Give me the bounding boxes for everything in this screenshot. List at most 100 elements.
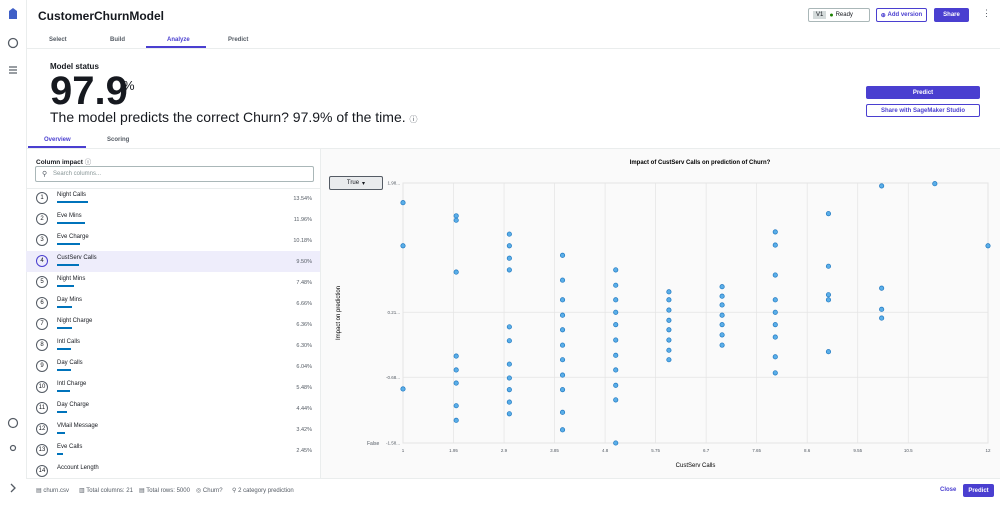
rank: 4 [36,255,48,267]
search-box[interactable]: ⚲ Search columns... [35,166,314,182]
column-row[interactable]: 8 Intl Calls 6.30% [26,335,320,356]
point [559,297,566,303]
menu-dots[interactable]: ⋮ [982,8,991,18]
search-icon: ⚲ [42,171,48,178]
point [666,327,672,333]
column-row[interactable]: 5 Night Mins 7.48% [26,272,320,293]
column-row[interactable]: 3 Eve Charge 10.18% [26,230,320,251]
list-icon[interactable] [9,66,17,74]
footer-target: ◎ Churn? [196,488,223,494]
column-row[interactable]: 2 Eve Mins 11.96% [26,209,320,230]
impact-label: 9.50% [296,259,312,265]
home-icon[interactable] [7,37,19,49]
accuracy-unit: % [123,78,135,93]
column-row[interactable]: 12 VMail Message 3.42% [26,419,320,440]
rank: 11 [36,402,48,414]
x-tick-label: 1.95 [449,448,458,453]
impact-bar [57,432,65,434]
point [772,322,778,328]
impact-label: 4.44% [296,406,312,412]
false-label: False [367,441,379,447]
class-select[interactable]: True ▾ [329,176,383,190]
impact-label: 6.66% [296,301,312,307]
point [506,399,512,405]
column-row[interactable]: 13 Eve Calls 2.45% [26,440,320,461]
column-row[interactable]: 9 Day Calls 6.04% [26,356,320,377]
tab[interactable]: Predict [228,37,249,43]
point [559,327,566,333]
close-button[interactable]: Close [940,487,957,493]
point [613,367,619,373]
impact-bar [57,327,72,329]
point [825,211,832,217]
add-version-button[interactable]: ⊕ Add version [876,8,927,22]
column-row[interactable]: 10 Intl Charge 5.48% [26,377,320,398]
info-icon[interactable]: ⓘ [84,159,92,166]
version-select[interactable]: V1 ● Ready [808,8,870,22]
impact-bar [57,369,71,371]
status-label: Ready [835,12,853,18]
expand-icon[interactable] [10,483,16,493]
x-tick-label: 7.65 [752,448,761,453]
column-impact-label: Column impact [36,159,83,166]
point [879,285,885,291]
list-divider [26,188,320,189]
share-button[interactable]: Share [934,8,969,22]
column-name: Eve Calls [57,444,83,450]
rank: 1 [36,192,48,204]
user-icon[interactable] [9,444,17,452]
target-column: Churn? [202,488,223,494]
point [666,307,672,313]
point [985,243,991,249]
point [825,349,832,355]
predict-button[interactable]: Predict [866,86,980,99]
point [506,361,512,367]
column-name: Night Mins [57,276,86,282]
point [506,231,512,237]
column-row[interactable]: 14 Account Length [26,461,320,482]
point [825,297,832,303]
footer-rows: ▤ Total rows: 5000 [139,488,190,494]
sub-tab[interactable]: Scoring [107,137,130,143]
tab[interactable]: Analyze [167,37,190,43]
column-row[interactable]: 11 Day Charge 4.44% [26,398,320,419]
x-tick-label: 12 [985,448,991,453]
point [879,183,885,189]
panel-divider [320,148,321,478]
rank: 13 [36,444,48,456]
column-row[interactable]: 7 Night Charge 6.36% [26,314,320,335]
column-row[interactable]: 4 CustServ Calls 9.50% [26,251,320,272]
point [613,297,619,303]
x-tick-label: 8.6 [804,448,811,453]
column-name: Night Charge [57,318,93,324]
share-studio-button[interactable]: Share with SageMaker Studio [866,104,980,117]
status-heading: Model status [50,62,99,71]
y-tick-label: 1.98... [387,181,400,186]
point [453,217,459,223]
tab[interactable]: Select [49,37,67,43]
subtab-divider [26,148,1000,149]
point [613,309,619,315]
point [400,243,406,249]
point [613,337,619,343]
point [666,317,672,323]
point [559,357,566,363]
help-icon[interactable] [7,417,19,429]
rank: 6 [36,297,48,309]
tab[interactable]: Build [110,37,125,43]
chart-panel [321,149,1000,478]
point [932,181,938,187]
sidebar [0,0,27,500]
sub-tab[interactable]: Overview [44,137,71,143]
class-select-label: True [346,180,360,186]
column-row[interactable]: 1 Night Calls 13.54% [26,188,320,209]
info-icon[interactable]: ⓘ [409,115,418,124]
chart-title: Impact of CustServ Calls on prediction o… [630,160,771,166]
x-tick-label: 10.5 [904,448,913,453]
column-row[interactable]: 6 Day Mins 6.66% [26,293,320,314]
file-name: churn.csv [43,488,70,494]
footer-predict-button[interactable]: Predict [963,484,994,497]
point [772,242,778,248]
chart: Impact of CustServ Calls on prediction o… [336,160,991,469]
column-name: Intl Calls [57,339,81,345]
